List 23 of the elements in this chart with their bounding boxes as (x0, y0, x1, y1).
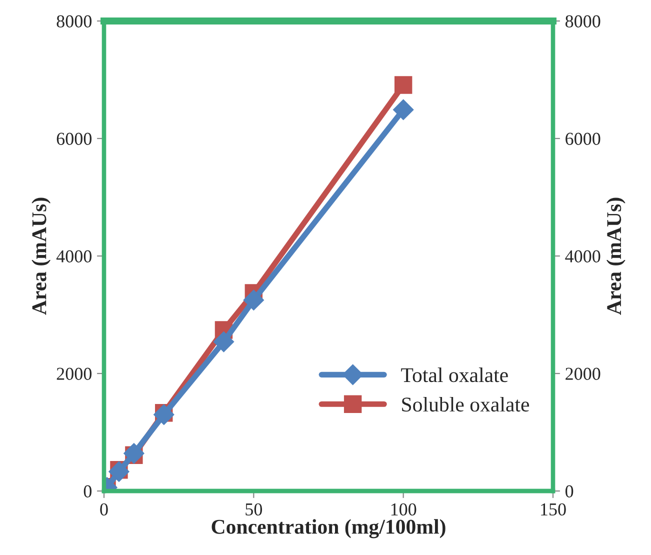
y2-tick-label: 2000 (566, 368, 600, 380)
point (213, 331, 234, 352)
y2-axis-title: Area (mAUs) (606, 198, 626, 315)
y-tick-label: 8000 (56, 15, 92, 28)
y2-tick-label: 8000 (565, 15, 600, 28)
y-axis-title: Area (mAUs) (32, 198, 51, 315)
y2-tick-label: 4000 (565, 250, 600, 262)
legend-label: Total oxalate (401, 368, 508, 382)
y-tick-label: 4000 (56, 250, 92, 262)
y2-tick-label: 6000 (566, 132, 600, 145)
point (243, 290, 264, 310)
legend-label: Soluble oxalate (402, 396, 530, 412)
y2-tick-label: 0 (565, 485, 574, 498)
x-tick-label: 150 (541, 503, 566, 516)
point (392, 99, 414, 120)
x-axis-title: Concentration (mg/100ml) (212, 519, 446, 538)
y-tick-label: 2000 (56, 368, 92, 380)
y-tick-label: 6000 (56, 132, 92, 145)
point (394, 76, 412, 94)
x-tick-label: 50 (246, 503, 262, 516)
x-tick-label: 0 (100, 503, 108, 516)
x-tick-label: 100 (391, 503, 416, 516)
y-tick-label: 0 (84, 485, 92, 498)
